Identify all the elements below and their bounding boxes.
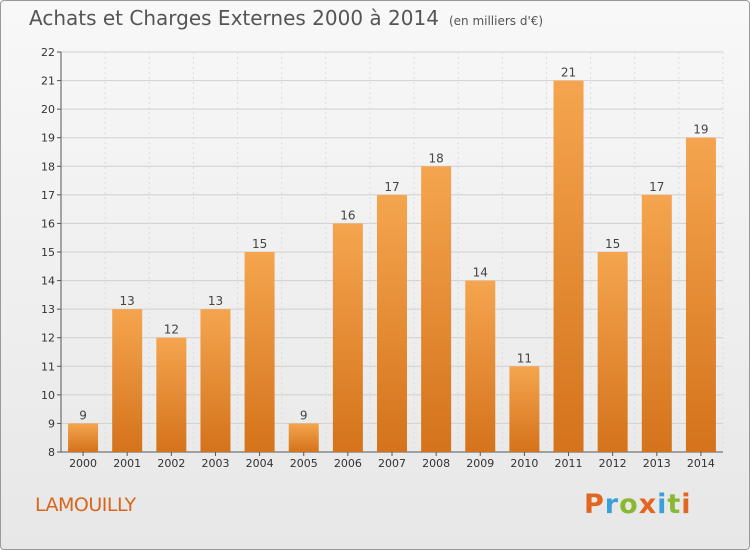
y-tick-label: 12 xyxy=(41,332,55,345)
value-label-2006: 16 xyxy=(340,208,355,222)
x-tick-label-2004: 2004 xyxy=(246,457,274,470)
y-tick-label: 20 xyxy=(41,103,55,116)
y-tick-label: 14 xyxy=(41,275,55,288)
chart-subtitle: (en milliers d'€) xyxy=(448,14,544,28)
bar-2002 xyxy=(156,337,187,452)
chart-title: Achats et Charges Externes 2000 à 2014 (e… xyxy=(29,6,543,30)
x-tick-label-2002: 2002 xyxy=(157,457,185,470)
value-label-2013: 17 xyxy=(649,180,664,194)
y-tick-label: 19 xyxy=(41,132,55,145)
y-tick-label: 18 xyxy=(41,160,55,173)
bar-2010 xyxy=(509,366,540,452)
x-tick-label-2011: 2011 xyxy=(555,457,583,470)
y-tick-label: 16 xyxy=(41,217,55,230)
bar-2013 xyxy=(641,194,672,452)
bar-2008 xyxy=(421,166,452,453)
x-tick-label-2008: 2008 xyxy=(422,457,450,470)
x-tick-label-2003: 2003 xyxy=(201,457,229,470)
value-label-2008: 18 xyxy=(428,151,443,165)
y-tick-label: 11 xyxy=(41,360,55,373)
x-tick-label-2013: 2013 xyxy=(643,457,671,470)
y-tick-label: 21 xyxy=(41,75,55,88)
bar-2003 xyxy=(200,309,231,452)
x-tick-label-2009: 2009 xyxy=(466,457,494,470)
value-label-2007: 17 xyxy=(384,180,399,194)
value-label-2005: 9 xyxy=(300,408,308,422)
value-label-2011: 21 xyxy=(561,66,576,80)
value-label-2004: 15 xyxy=(252,237,267,251)
bars xyxy=(68,80,716,453)
x-tick-label-2000: 2000 xyxy=(69,457,97,470)
bar-2011 xyxy=(553,80,584,453)
x-tick-label-2005: 2005 xyxy=(290,457,318,470)
x-tick-label-2012: 2012 xyxy=(599,457,627,470)
x-tick-label-2007: 2007 xyxy=(378,457,406,470)
bar-2000 xyxy=(68,423,99,452)
data-labels: 9 13 12 13 15 9 16 17 18 14 11 21 15 17 19 xyxy=(79,66,708,423)
chart-title-main: Achats et Charges Externes 2000 à 2014 xyxy=(29,6,439,30)
y-tick-label: 9 xyxy=(48,417,55,430)
bar-2005 xyxy=(288,423,319,452)
y-tick-label: 10 xyxy=(41,389,55,402)
proxiti-logo: Proxiti xyxy=(584,489,692,520)
axes: 8 9 10 11 12 13 14 15 16 17 18 19 20 21 22 2000 2001 2002… xyxy=(41,46,723,470)
y-tick-label: 8 xyxy=(48,446,55,459)
y-tick-label: 13 xyxy=(41,303,55,316)
bar-2004 xyxy=(244,252,275,452)
value-label-2002: 12 xyxy=(164,323,179,337)
y-tick-label: 17 xyxy=(41,189,55,202)
value-label-2001: 13 xyxy=(120,294,135,308)
x-tick-label-2014: 2014 xyxy=(687,457,715,470)
bar-2007 xyxy=(377,194,407,452)
commune-name: LAMOUILLY xyxy=(35,494,136,516)
y-tick-label: 15 xyxy=(41,246,55,259)
bar-2006 xyxy=(332,223,363,452)
x-tick-label-2010: 2010 xyxy=(510,457,538,470)
x-tick-label-2001: 2001 xyxy=(113,457,141,470)
bar-2014 xyxy=(685,137,716,452)
bar-2009 xyxy=(465,280,496,452)
value-label-2012: 15 xyxy=(605,237,620,251)
x-tick-label-2006: 2006 xyxy=(334,457,362,470)
value-label-2000: 9 xyxy=(79,408,87,422)
value-label-2009: 14 xyxy=(473,266,488,280)
value-label-2010: 11 xyxy=(517,351,532,365)
bar-2001 xyxy=(112,309,143,452)
bar-2012 xyxy=(597,252,628,452)
y-tick-label: 22 xyxy=(41,46,55,59)
value-label-2014: 19 xyxy=(693,123,708,137)
value-label-2003: 13 xyxy=(208,294,223,308)
